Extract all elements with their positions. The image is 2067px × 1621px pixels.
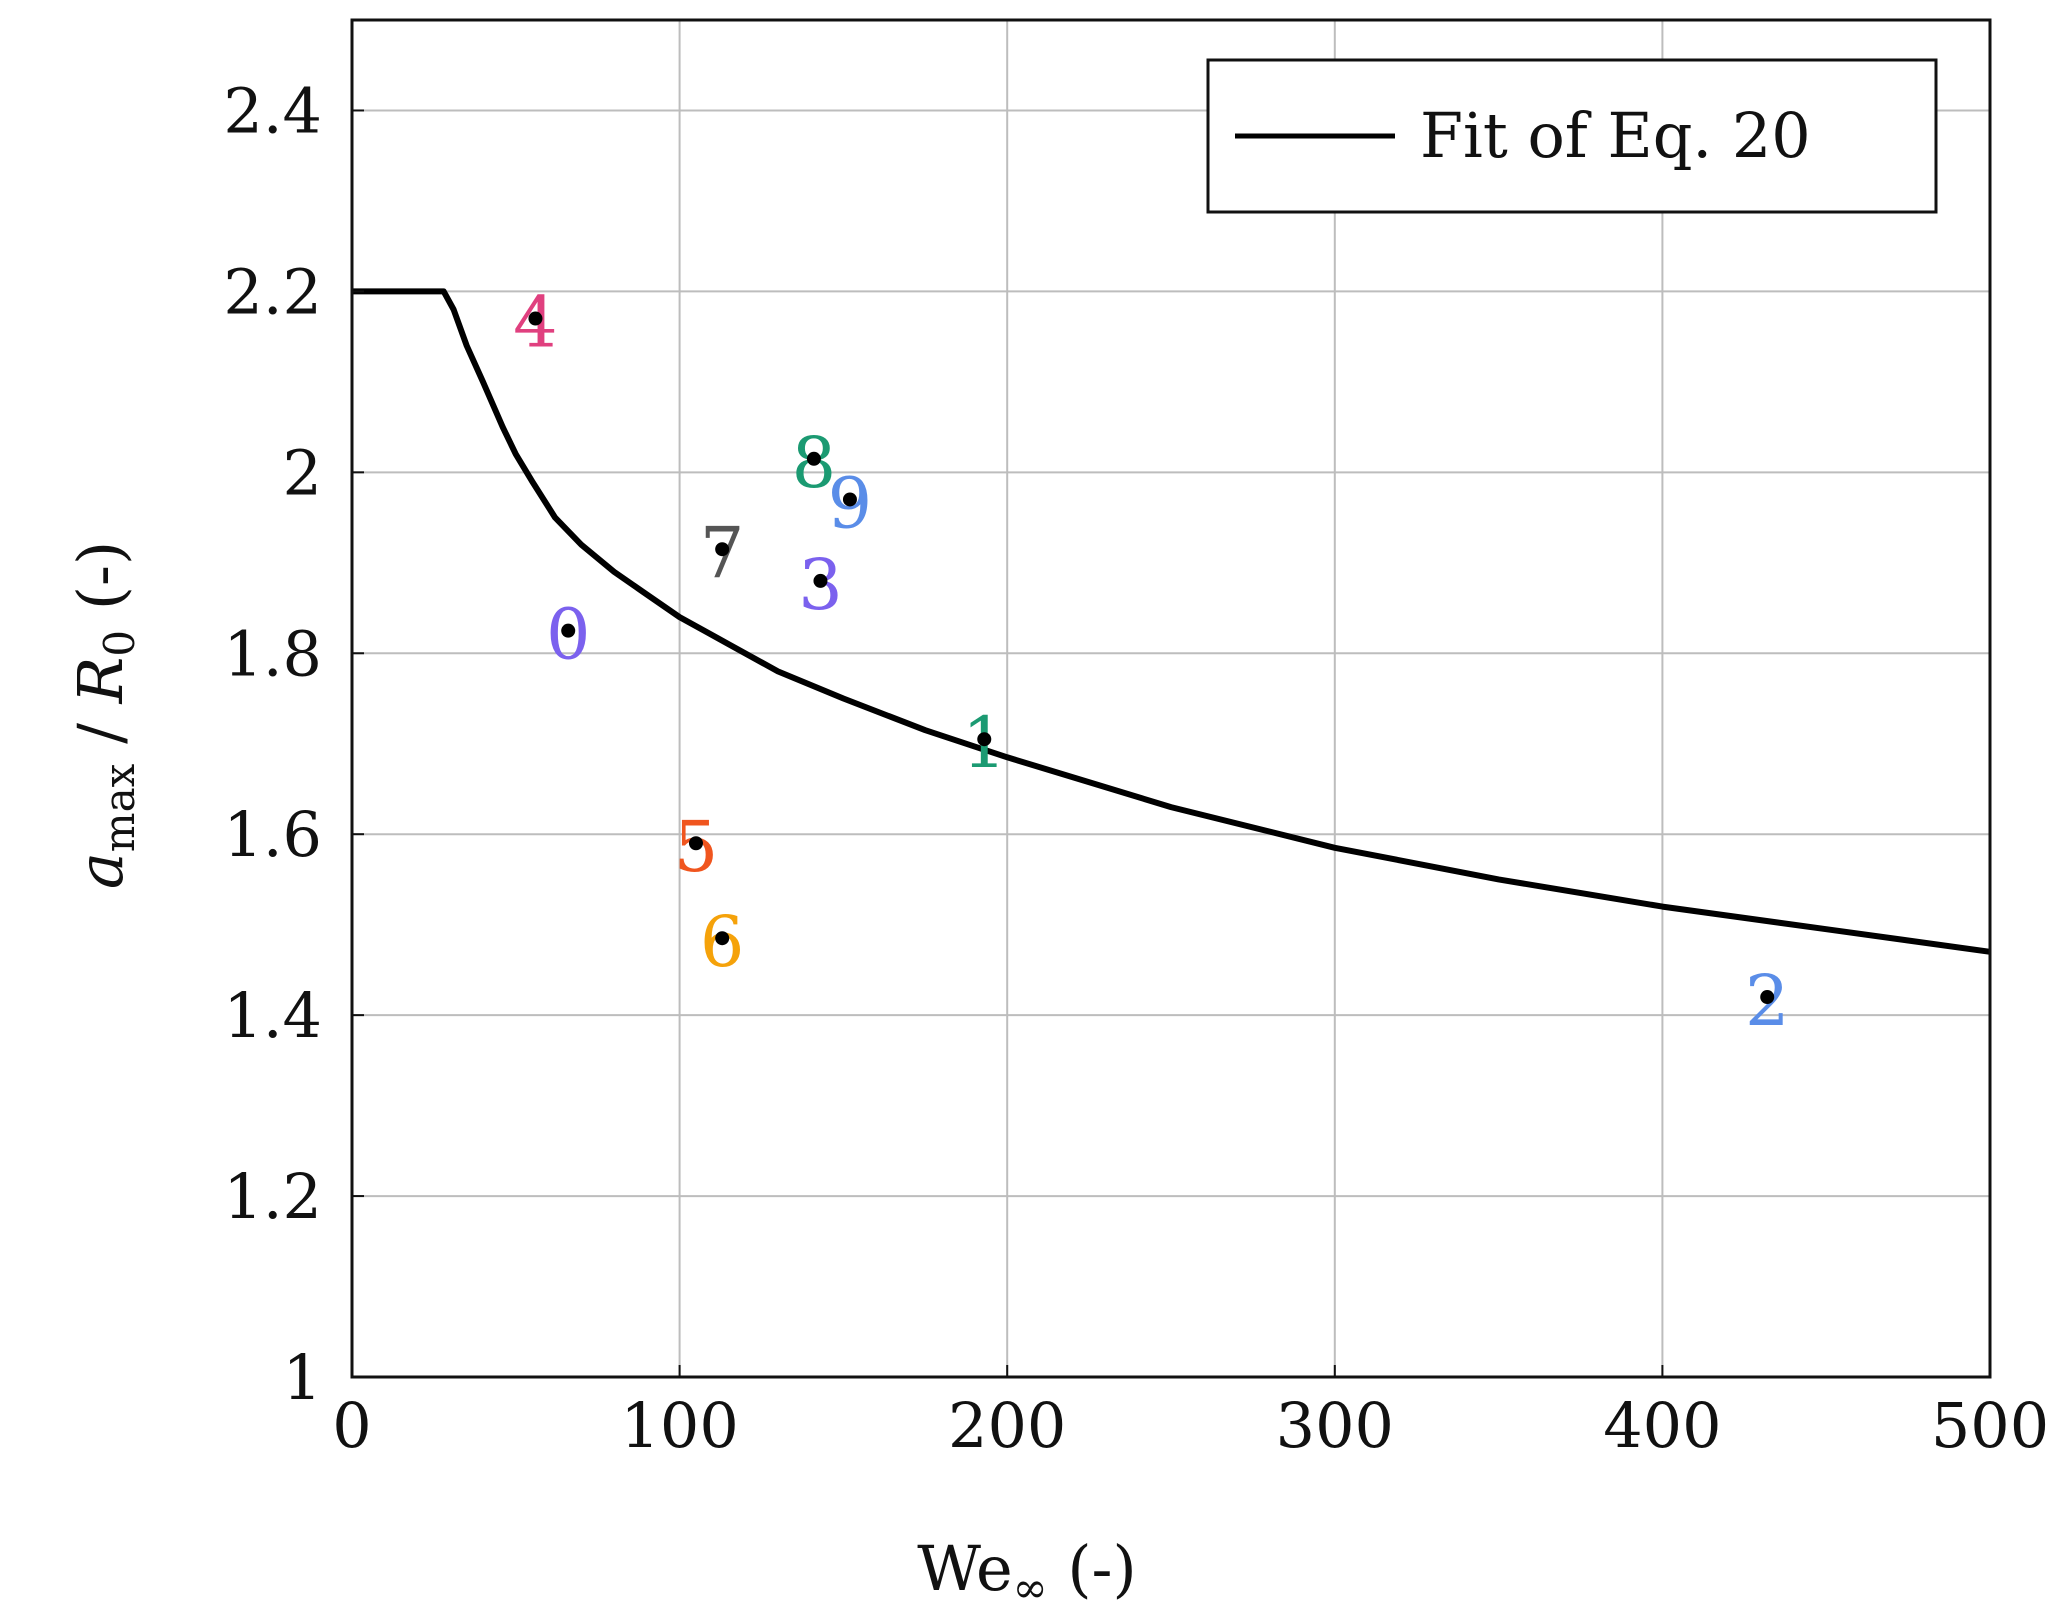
y-tick-label: 2.4	[223, 74, 322, 147]
y-axis-title-r-sub: 0	[95, 630, 144, 657]
y-axis-title-slash: /	[64, 703, 137, 763]
y-tick-label: 1.2	[223, 1160, 322, 1233]
x-axis-title-sub: ∞	[1013, 1563, 1048, 1612]
fit-curve-group	[352, 288, 1991, 955]
y-tick-label: 2	[283, 436, 322, 509]
plot-frame	[350, 18, 1992, 1379]
y-tick-label: 1.6	[223, 798, 322, 871]
y-axis-title-unit: (-)	[64, 541, 137, 630]
legend: Fit of Eq. 20	[1206, 58, 1938, 214]
y-axis-title-r: R	[64, 657, 137, 705]
x-tick-label: 200	[948, 1389, 1066, 1462]
data-point-marker	[813, 573, 828, 588]
fit-curve-line	[352, 288, 1991, 955]
x-tick-label: 100	[620, 1389, 738, 1462]
x-axis-title-unit: (-)	[1048, 1532, 1137, 1605]
y-axis-title: amax / R0 (-)	[64, 541, 144, 889]
data-point-marker	[806, 451, 821, 466]
x-tick-label: 0	[332, 1389, 371, 1462]
data-point-marker	[1760, 990, 1775, 1005]
x-axis-title: We∞ (-)	[917, 1532, 1136, 1612]
data-point-marker	[715, 542, 730, 557]
y-axis-title-a-sub: max	[95, 763, 144, 852]
x-tick-label: 400	[1603, 1389, 1721, 1462]
grid-lines	[352, 20, 1990, 1377]
data-point-marker	[561, 623, 576, 638]
x-axis-title-main: We	[917, 1532, 1012, 1605]
data-point-marker	[528, 311, 543, 326]
tick-labels: 0 100 200 300 400 500 1 1.2 1.4 1.6 1.8 2 2.2 2.4	[223, 74, 2049, 1462]
y-tick-label: 1.4	[223, 979, 322, 1052]
data-point-marker	[977, 732, 992, 747]
data-point-marker	[688, 836, 703, 851]
y-tick-label: 1.8	[223, 617, 322, 690]
y-tick-label: 2.2	[223, 255, 322, 328]
y-axis-title-a: a	[64, 852, 137, 889]
x-tick-label: 500	[1931, 1389, 2049, 1462]
x-tick-label: 300	[1276, 1389, 1394, 1462]
legend-label: Fit of Eq. 20	[1420, 99, 1811, 172]
y-tick-label: 1	[283, 1341, 322, 1414]
data-points: 0123456789	[513, 282, 1789, 1043]
data-point-marker	[842, 492, 857, 507]
data-point-marker	[715, 931, 730, 946]
